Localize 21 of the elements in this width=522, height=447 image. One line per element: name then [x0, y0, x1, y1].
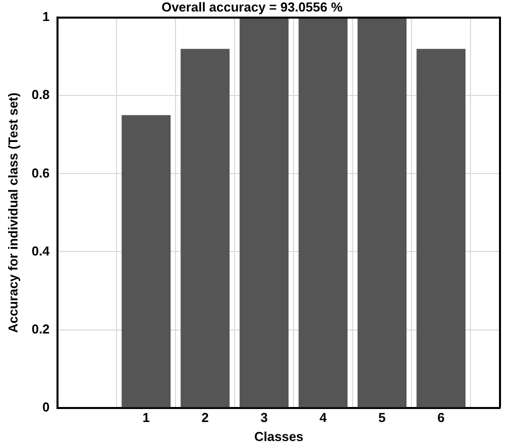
x-tick-label: 6 — [437, 410, 445, 426]
y-tick-label: 0 — [42, 399, 50, 414]
x-tick-label: 5 — [378, 410, 386, 426]
y-tick-label: 0.6 — [32, 165, 50, 180]
x-tick-label: 3 — [260, 410, 268, 426]
x-tick-label: 1 — [142, 410, 150, 426]
bar — [358, 18, 407, 408]
y-tick-label: 0.8 — [32, 87, 50, 102]
bar — [122, 115, 171, 408]
x-axis-title: Classes — [254, 428, 304, 444]
y-tick-label: 1 — [42, 9, 50, 24]
bar — [240, 18, 289, 408]
y-axis-title: Accuracy for individual class (Test set) — [5, 92, 20, 333]
bar — [416, 48, 466, 408]
x-tick-label: 4 — [319, 410, 328, 426]
y-tick-label: 0.2 — [32, 321, 50, 336]
bar — [298, 18, 348, 408]
x-tick-label: 2 — [201, 410, 209, 426]
y-tick-label: 0.4 — [32, 243, 50, 258]
chart-title: Overall accuracy = 93.0556 % — [161, 0, 343, 14]
bar — [180, 48, 230, 408]
